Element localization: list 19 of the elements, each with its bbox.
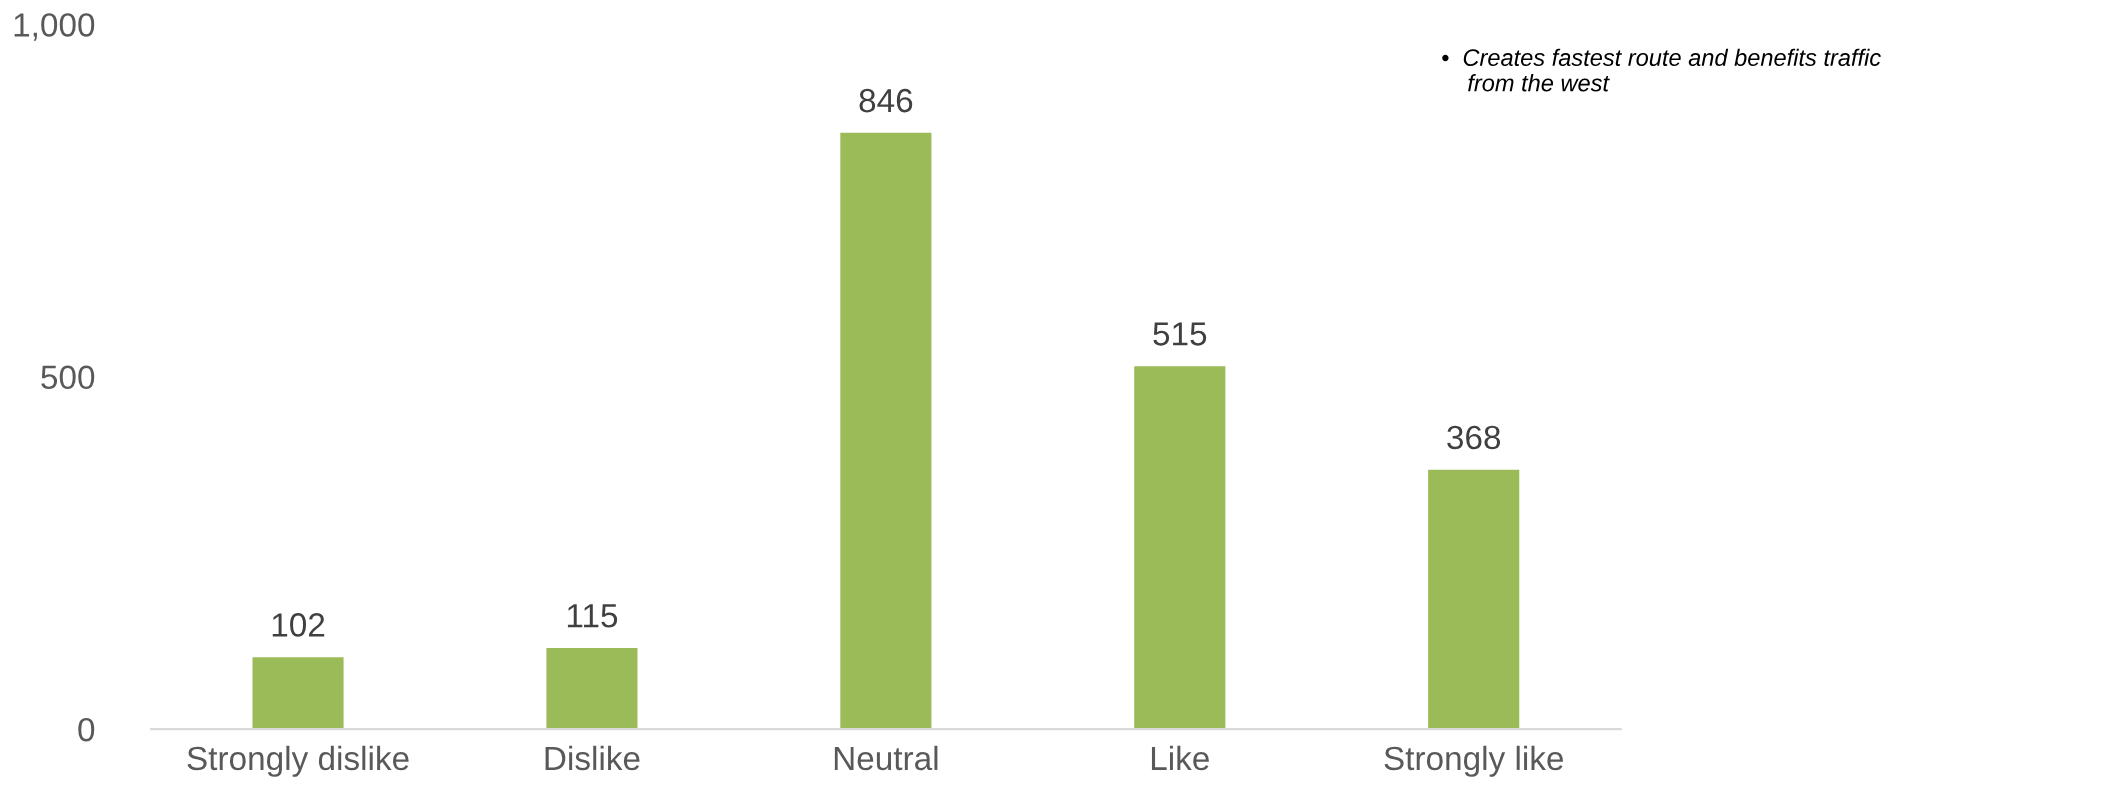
bar [252,657,344,730]
data-label: 115 [567,604,618,628]
annotation: • Creates fastest route and benefits traffic from the west [1442,48,1881,92]
bar [1428,469,1520,730]
x-tick-label: Strongly dislike [187,745,409,777]
bar [840,132,932,730]
bar [546,648,638,730]
data-label: 515 [1153,322,1207,346]
data-label: 846 [859,88,913,113]
y-tick-label: 500 [41,365,95,390]
data-label: 368 [1447,425,1501,450]
y-tick-label: 1,000 [14,13,95,41]
x-tick-label: Strongly like [1384,745,1564,777]
x-tick-label: Dislike [545,745,640,771]
y-tick-label: 0 [78,717,95,742]
bar [1134,366,1226,730]
data-label: 102 [272,613,325,637]
x-tick-label: Like [1151,745,1209,771]
x-tick-label: Neutral [834,745,938,771]
